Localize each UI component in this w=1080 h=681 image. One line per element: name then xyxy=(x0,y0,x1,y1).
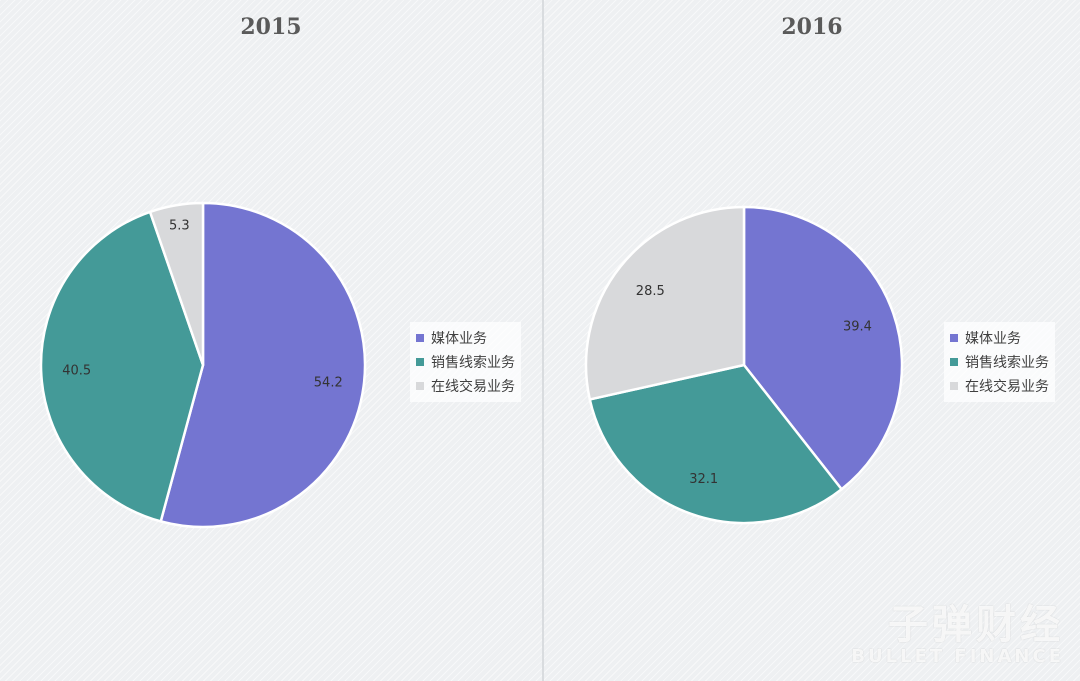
pie-slice xyxy=(159,201,367,529)
legend-label: 销售线索业务 xyxy=(965,355,1049,371)
watermark-chinese: 子弹财经 xyxy=(888,602,1064,648)
legend-swatch xyxy=(950,382,958,390)
watermark-english: BULLET FINANCE xyxy=(851,646,1064,667)
legend-item: 销售线索业务 xyxy=(416,350,515,374)
pie-panel-2015: 2015 54.2 40.5 5.3 媒体业务 销售线索业务 在线交易业务 xyxy=(39,14,521,529)
legend-item: 媒体业务 xyxy=(416,326,515,350)
pie-slice xyxy=(39,210,205,523)
pie-chart-2016: 39.4 32.1 28.5 xyxy=(584,205,904,525)
chart-title-2016: 2016 xyxy=(781,14,843,40)
pie-chart-2015: 54.2 40.5 5.3 xyxy=(39,201,367,529)
legend-label: 媒体业务 xyxy=(431,331,487,347)
panel-divider xyxy=(542,0,544,681)
legend-label: 在线交易业务 xyxy=(431,379,515,395)
pie-slice xyxy=(742,205,904,491)
legend-item: 在线交易业务 xyxy=(416,374,515,398)
pie-slice xyxy=(148,201,205,367)
legend-2015: 媒体业务 销售线索业务 在线交易业务 xyxy=(410,322,521,402)
legend-label: 销售线索业务 xyxy=(431,355,515,371)
data-label: 5.3 xyxy=(169,218,190,233)
legend-swatch xyxy=(416,382,424,390)
data-label: 32.1 xyxy=(689,472,718,487)
legend-swatch xyxy=(416,358,424,366)
data-label: 28.5 xyxy=(636,284,665,299)
legend-item: 在线交易业务 xyxy=(950,374,1049,398)
data-label: 40.5 xyxy=(62,363,91,378)
pie-slice xyxy=(588,363,843,525)
data-label: 54.2 xyxy=(314,376,343,391)
pie-slice xyxy=(584,205,746,401)
legend-item: 媒体业务 xyxy=(950,326,1049,350)
legend-swatch xyxy=(950,334,958,342)
pie-panel-2016: 2016 39.4 32.1 28.5 媒体业务 销售线索业务 在线交易业务 xyxy=(544,0,1080,681)
legend-item: 销售线索业务 xyxy=(950,350,1049,374)
legend-2016: 媒体业务 销售线索业务 在线交易业务 xyxy=(944,322,1055,402)
legend-swatch xyxy=(950,358,958,366)
legend-label: 媒体业务 xyxy=(965,331,1021,347)
data-label: 39.4 xyxy=(843,320,872,335)
watermark: 子弹财经 BULLET FINANCE xyxy=(851,603,1064,667)
chart-title-2015: 2015 xyxy=(240,14,302,40)
legend-swatch xyxy=(416,334,424,342)
legend-label: 在线交易业务 xyxy=(965,379,1049,395)
